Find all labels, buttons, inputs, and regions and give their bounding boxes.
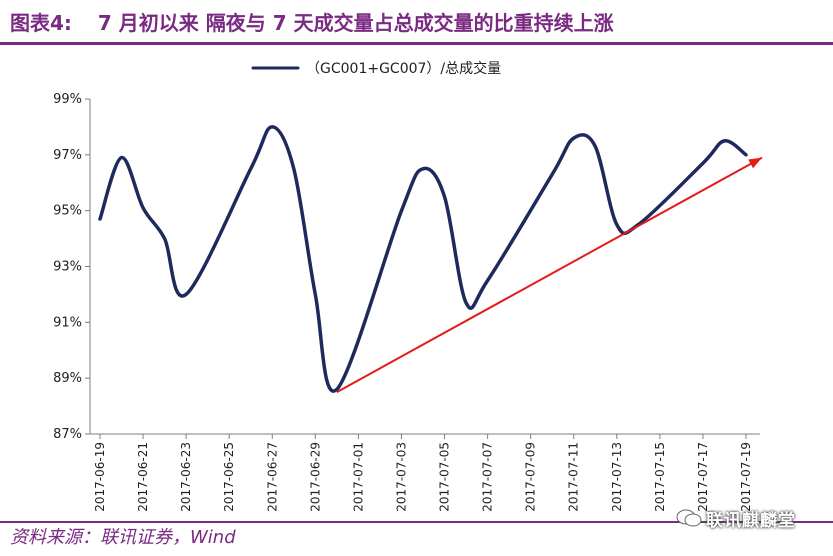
data-point <box>744 153 748 157</box>
footer-divider <box>0 521 833 523</box>
y-tick-label: 97% <box>53 148 82 163</box>
data-point <box>184 293 188 296</box>
x-tick-label: 2017-06-19 <box>93 442 107 512</box>
data-point <box>572 136 575 140</box>
trend-arrow-line <box>336 156 763 394</box>
data-point <box>249 167 252 170</box>
x-tick-label: 2017-07-17 <box>696 442 710 512</box>
source-note: 资料来源：联讯证券，Wind <box>10 527 236 548</box>
x-tick-label: 2017-07-11 <box>567 442 581 512</box>
data-point <box>141 206 145 210</box>
data-point <box>271 125 274 129</box>
x-tick-label: 2017-07-19 <box>739 442 753 512</box>
x-tick-label: 2017-07-09 <box>524 442 538 512</box>
data-point <box>594 145 597 148</box>
x-tick-label: 2017-07-01 <box>351 442 365 512</box>
data-point <box>421 167 425 170</box>
data-point <box>163 237 166 240</box>
x-tick-label: 2017-06-29 <box>308 442 322 512</box>
data-point <box>400 209 403 212</box>
data-point <box>314 293 317 296</box>
x-tick-label: 2017-07-15 <box>653 442 667 512</box>
y-axis: 87% 89% 91% 93% 95% 97% 99% <box>53 92 91 442</box>
figure-number: 图表4: <box>10 11 72 35</box>
data-point <box>443 195 446 198</box>
data-point <box>464 301 468 304</box>
y-tick-label: 93% <box>53 260 82 275</box>
data-point <box>292 167 295 170</box>
data-point <box>701 162 705 165</box>
x-tick-label: 2017-06-25 <box>222 442 236 512</box>
x-tick-label: 2017-07-07 <box>481 442 495 512</box>
x-tick-label: 2017-07-13 <box>610 442 624 512</box>
data-point <box>98 217 102 221</box>
y-tick-label: 99% <box>53 92 82 107</box>
wechat-icon <box>676 509 702 527</box>
data-point <box>723 139 726 143</box>
legend-label: （GC001+GC007）/总成交量 <box>306 60 501 77</box>
watermark: 联讯麒麟堂 <box>676 505 796 531</box>
line-chart: （GC001+GC007）/总成交量 87% 89% 91% 93% 95% 97% 99%… <box>53 60 763 512</box>
title-divider <box>0 42 833 45</box>
x-tick-label: 2017-07-03 <box>394 442 408 512</box>
series-line-0 <box>98 125 748 393</box>
chart-legend: （GC001+GC007）/总成交量 <box>251 60 501 77</box>
y-tick-label: 87% <box>53 427 82 442</box>
plot-area <box>98 125 763 394</box>
data-point <box>120 156 123 159</box>
x-tick-label: 2017-06-23 <box>179 442 193 512</box>
data-point <box>615 223 618 226</box>
figure-title-text: 7 月初以来 隔夜与 7 天成交量占总成交量的比重持续上涨 <box>97 11 614 35</box>
y-tick-label: 91% <box>53 315 82 330</box>
trend-arrow-head <box>748 157 762 169</box>
x-tick-label: 2017-06-21 <box>136 442 150 512</box>
figure-title: 图表4: 7 月初以来 隔夜与 7 天成交量占总成交量的比重持续上涨 <box>10 6 614 40</box>
x-tick-label: 2017-07-05 <box>438 442 452 512</box>
data-point <box>335 388 339 391</box>
data-point <box>551 173 554 176</box>
y-tick-label: 89% <box>53 371 82 386</box>
watermark-text: 联讯麒麟堂 <box>706 510 796 531</box>
y-tick-label: 95% <box>53 204 82 219</box>
x-axis: 2017-06-19 2017-06-21 2017-06-23 2017-06-25… <box>90 433 760 512</box>
data-point <box>486 279 489 282</box>
x-tick-label: 2017-06-27 <box>265 442 279 512</box>
